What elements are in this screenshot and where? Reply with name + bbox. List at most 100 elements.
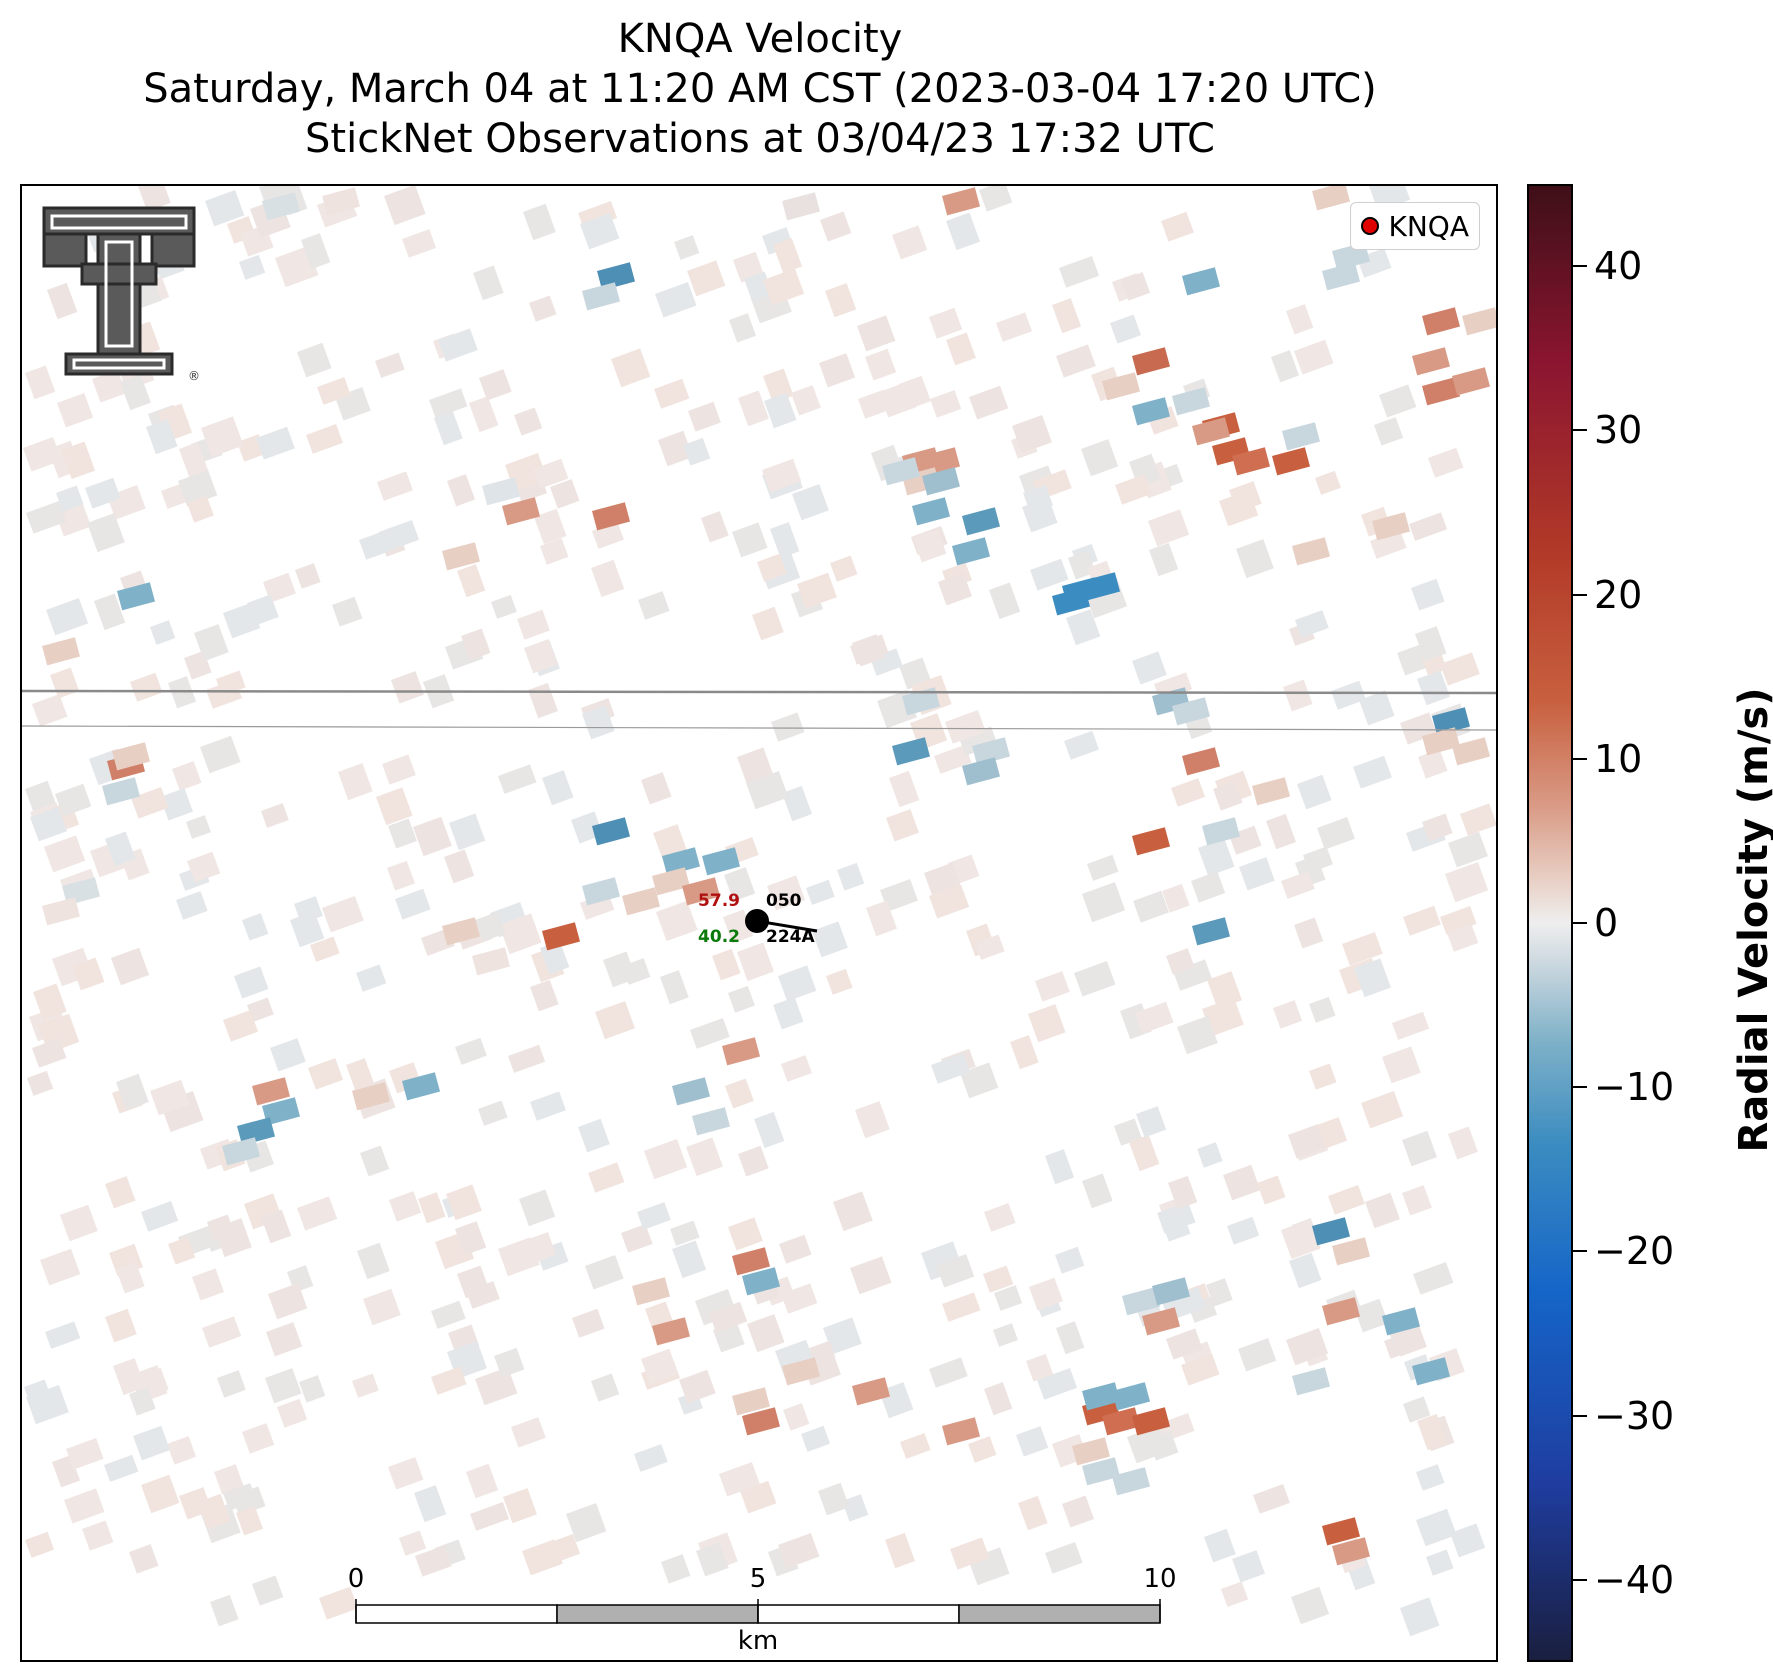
velocity-cell <box>493 1347 525 1378</box>
scale-seg-2 <box>556 1604 759 1624</box>
velocity-cell <box>771 712 805 742</box>
texas-tech-logo: ® <box>40 204 210 398</box>
velocity-cell <box>360 1145 390 1177</box>
velocity-cell <box>791 385 821 416</box>
velocity-cell <box>1374 417 1404 446</box>
velocity-cell <box>983 1265 1014 1293</box>
velocity-cell <box>456 1265 490 1299</box>
velocity-cell <box>1044 1149 1075 1185</box>
velocity-cell <box>388 1457 424 1490</box>
scale-seg-4 <box>958 1604 1161 1624</box>
velocity-cell <box>781 1283 818 1314</box>
velocity-cell <box>1402 1185 1432 1216</box>
velocity-cell <box>160 788 193 821</box>
velocity-cell <box>530 979 559 1012</box>
velocity-cell <box>723 867 756 902</box>
velocity-cell <box>582 282 621 311</box>
velocity-cell <box>518 1189 556 1227</box>
velocity-cell <box>111 947 150 986</box>
velocity-cell <box>1113 1118 1142 1146</box>
velocity-cell <box>296 1196 338 1231</box>
radar-velocity-map[interactable]: 57.9 050 40.2 224A 0 5 10 km <box>20 184 1498 1662</box>
velocity-cell <box>332 596 363 627</box>
velocity-cell <box>752 606 784 641</box>
velocity-cell <box>1316 817 1355 850</box>
velocity-cells <box>23 186 1496 1637</box>
colorbar-tick-label: 40 <box>1594 244 1643 289</box>
velocity-cell <box>298 1375 326 1403</box>
velocity-cell <box>102 777 141 806</box>
velocity-cell <box>479 369 512 401</box>
velocity-cell <box>205 190 245 227</box>
velocity-cell <box>1176 1015 1218 1055</box>
velocity-cell <box>1447 924 1479 952</box>
velocity-cell <box>263 572 296 603</box>
velocity-cell <box>64 1488 105 1524</box>
stationplot[interactable]: 57.9 050 40.2 224A <box>698 891 818 947</box>
velocity-cell <box>1026 1353 1054 1382</box>
velocity-cell <box>523 203 556 241</box>
velocity-cell <box>529 295 557 322</box>
velocity-cell <box>679 1369 716 1404</box>
colorbar-tick <box>1573 1086 1587 1089</box>
velocity-cell <box>1462 307 1496 336</box>
velocity-cell <box>952 537 991 566</box>
velocity-cell <box>481 477 521 506</box>
velocity-cell <box>56 485 84 512</box>
velocity-cell <box>246 594 279 626</box>
velocity-cell <box>762 268 805 306</box>
velocity-cell <box>864 348 897 381</box>
station-temperature: 57.9 <box>698 891 740 911</box>
velocity-cell <box>621 1224 653 1253</box>
velocity-cell <box>1012 415 1052 454</box>
velocity-cell <box>636 1202 671 1230</box>
colorbar-tick <box>1573 429 1587 432</box>
velocity-cell <box>1257 1175 1286 1205</box>
velocity-cell <box>137 186 171 212</box>
velocity-cell <box>972 737 1011 766</box>
velocity-cell <box>632 1277 671 1306</box>
velocity-cell <box>854 1101 890 1139</box>
velocity-cell <box>430 1300 466 1329</box>
velocity-cell <box>40 1248 81 1286</box>
velocity-cell <box>1289 1252 1322 1289</box>
velocity-cell <box>880 879 918 912</box>
velocity-cell <box>1449 1523 1486 1558</box>
velocity-cell <box>1074 961 1116 997</box>
velocity-cell <box>293 896 323 924</box>
colorbar-tick <box>1573 757 1587 760</box>
velocity-cell <box>683 437 711 466</box>
velocity-cell <box>936 1254 975 1288</box>
velocity-cell <box>466 1463 499 1499</box>
velocity-cell <box>223 1483 257 1511</box>
velocity-cell <box>105 1308 137 1343</box>
velocity-cell <box>852 1377 891 1406</box>
velocity-cell <box>1201 997 1244 1037</box>
colorbar-tick <box>1573 593 1587 596</box>
colorbar-tick-label: 20 <box>1594 572 1643 617</box>
velocity-cell <box>592 817 631 846</box>
velocity-cell <box>447 474 476 507</box>
velocity-cell <box>817 1482 850 1516</box>
scale-tick-10: 10 <box>1143 1564 1177 1594</box>
velocity-cell <box>1292 537 1331 566</box>
velocity-cell <box>1428 447 1464 478</box>
velocity-cell <box>1282 422 1321 451</box>
velocity-cell <box>84 477 121 509</box>
velocity-cell <box>50 667 80 699</box>
velocity-cell <box>588 1162 625 1193</box>
velocity-cell <box>81 1520 114 1551</box>
velocity-cell <box>1062 1495 1095 1528</box>
velocity-cell <box>801 1425 831 1452</box>
knqa-marker-icon <box>1360 217 1379 235</box>
velocity-cell <box>1440 652 1480 686</box>
velocity-cell <box>1064 730 1100 760</box>
velocity-cell <box>1353 755 1392 789</box>
velocity-cell <box>1110 314 1142 344</box>
velocity-cell <box>1411 578 1445 611</box>
velocity-cell <box>1379 384 1417 418</box>
velocity-cell <box>722 1037 761 1066</box>
velocity-cell <box>261 192 301 221</box>
map-legend: KNQA <box>1349 202 1480 250</box>
velocity-cell <box>1291 1586 1330 1625</box>
